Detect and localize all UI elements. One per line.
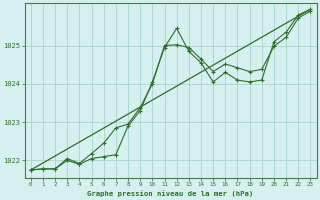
- X-axis label: Graphe pression niveau de la mer (hPa): Graphe pression niveau de la mer (hPa): [87, 190, 254, 197]
